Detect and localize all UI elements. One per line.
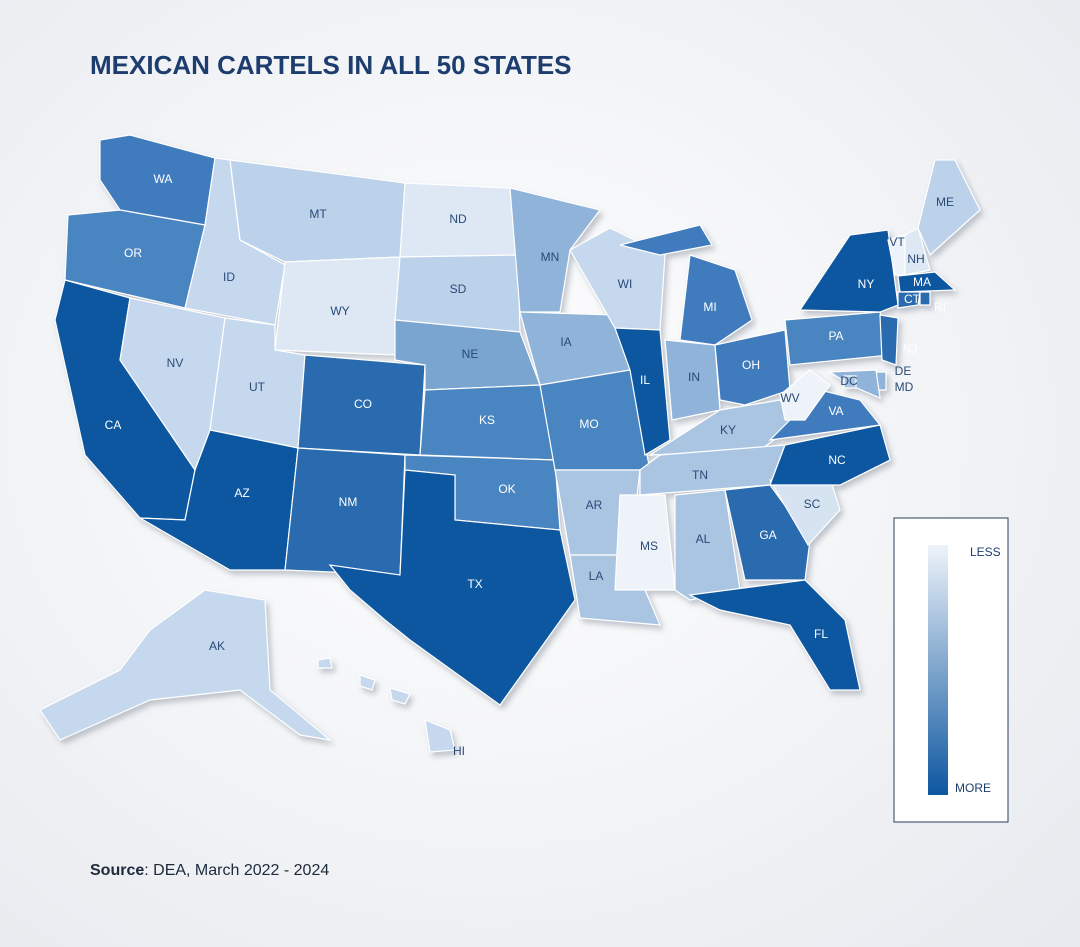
state-label: MS [640, 539, 658, 553]
state-label: SD [450, 282, 467, 296]
state-label: TX [467, 577, 482, 591]
state-label: MD [895, 380, 914, 394]
state-label: AZ [234, 486, 249, 500]
state-shape [614, 327, 671, 456]
state-label: OR [124, 246, 142, 260]
state-label: ID [223, 270, 235, 284]
state-label: MI [703, 300, 716, 314]
state-label: NE [462, 347, 479, 361]
state-label: CT [904, 292, 921, 306]
state-label: IN [688, 370, 700, 384]
state-label: GA [759, 528, 776, 542]
state-shape [359, 674, 376, 691]
state-label: IA [560, 335, 571, 349]
state-shape [284, 447, 406, 576]
source-text: : DEA, March 2022 - 2024 [144, 862, 329, 879]
state-label: WY [330, 304, 349, 318]
state-shape [424, 719, 456, 753]
legend-high: MORE [955, 781, 991, 795]
state-label: WA [154, 172, 173, 186]
state-label: CO [354, 397, 372, 411]
state-label: NJ [903, 342, 918, 356]
state-label: RI [934, 300, 946, 314]
state-label: KY [720, 423, 736, 437]
title: MEXICAN CARTELS IN ALL 50 STATES [90, 50, 572, 80]
state-label: ME [936, 195, 954, 209]
state-label: CA [105, 418, 122, 432]
state-label: FL [814, 627, 828, 641]
state-shape [779, 369, 831, 421]
state-label: ND [449, 212, 467, 226]
state-label: WV [780, 391, 799, 405]
state-shape [897, 271, 957, 293]
state-shape [39, 589, 333, 741]
state-label: WI [618, 277, 633, 291]
state-label: UT [249, 380, 266, 394]
state-shape [509, 187, 602, 313]
legend-low: LESS [970, 545, 1001, 559]
state-label: DC [840, 374, 858, 388]
state-shape [724, 484, 811, 581]
state-label: KS [479, 413, 495, 427]
state-label: MN [541, 250, 560, 264]
state-shape [843, 375, 857, 389]
state-shape [879, 314, 899, 366]
legend-gradient [928, 545, 948, 795]
state-label: NV [167, 356, 184, 370]
state-label: SC [804, 497, 821, 511]
state-shape [328, 469, 576, 706]
state-shape [769, 424, 891, 486]
state-label: HI [453, 744, 465, 758]
state-shape [619, 224, 713, 256]
state-label: DE [895, 364, 912, 378]
state-shape [919, 291, 931, 306]
state-label: VT [889, 235, 905, 249]
state-label: NM [339, 495, 358, 509]
state-label: MO [579, 417, 598, 431]
state-label: AL [696, 532, 711, 546]
source: Source: DEA, March 2022 - 2024 [90, 862, 329, 879]
state-label: NY [858, 277, 875, 291]
legend-box [893, 517, 1009, 823]
state-label: NC [828, 453, 846, 467]
state-label: OH [742, 358, 760, 372]
state-shape [317, 657, 333, 669]
state-label: IL [640, 373, 650, 387]
state-label: MA [913, 275, 931, 289]
state-shape [714, 329, 791, 406]
source-label: Source [90, 862, 144, 879]
state-labels: WA OR CA NV ID MT WY UT AZ CO NM ND SD NE KS OK TX MN IA MO… [105, 172, 954, 758]
state-shape [569, 227, 666, 331]
state-shape [389, 687, 411, 705]
state-label: OK [498, 482, 515, 496]
state-label: AR [586, 498, 603, 512]
state-label: NH [907, 252, 924, 266]
state-label: LA [589, 569, 604, 583]
state-label: TN [692, 468, 708, 482]
state-shape [897, 291, 921, 309]
state-label: AK [209, 639, 225, 653]
state-label: VA [828, 404, 843, 418]
state-shape [917, 159, 981, 256]
state-label: MT [309, 207, 327, 221]
state-label: PA [828, 329, 843, 343]
state-shape [904, 227, 931, 276]
us-map [39, 134, 981, 753]
state-shape [687, 579, 861, 691]
state-shape [679, 254, 753, 346]
